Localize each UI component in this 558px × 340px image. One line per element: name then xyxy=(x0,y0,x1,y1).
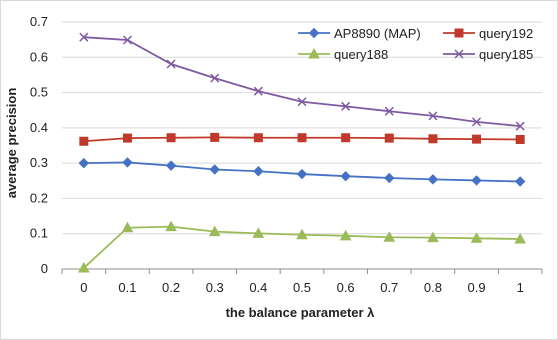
x-tick-label: 0.4 xyxy=(249,280,267,295)
data-point-series-0 xyxy=(296,168,308,180)
y-tick-label: 0.2 xyxy=(30,190,48,205)
data-point-series-1 xyxy=(472,134,482,144)
data-point-series-2 xyxy=(383,231,396,242)
x-tick-label: 1 xyxy=(517,280,524,295)
data-point-series-3 xyxy=(166,59,176,69)
x-tick-label: 0.7 xyxy=(380,280,398,295)
data-point-series-3 xyxy=(122,35,132,45)
data-point-series-3 xyxy=(253,86,263,96)
data-point-series-1 xyxy=(515,135,525,145)
data-point-series-3 xyxy=(297,97,307,107)
data-point-series-0 xyxy=(122,157,133,168)
data-point-series-1 xyxy=(253,133,263,143)
x-tick-label: 0.9 xyxy=(468,280,486,295)
data-point-series-3 xyxy=(472,117,482,127)
x-tick-label: 0.6 xyxy=(337,280,355,295)
legend-marker-shape xyxy=(454,28,464,38)
x-axis-title: the balance parameter λ xyxy=(226,305,376,320)
legend-marker-query192 xyxy=(454,28,464,38)
x-tick-label: 0 xyxy=(80,280,87,295)
y-axis-title: average precision xyxy=(4,88,19,199)
data-point-series-2 xyxy=(296,228,308,240)
legend-label-query192: query192 xyxy=(479,26,533,41)
y-tick-label: 0.7 xyxy=(30,14,48,29)
data-point-series-3 xyxy=(515,121,525,131)
y-tick-label: 0.3 xyxy=(30,155,48,170)
data-point-series-1 xyxy=(384,133,394,143)
y-tick-labels: 0 0.1 0.2 0.3 0.4 0.5 0.6 0.7 xyxy=(30,14,48,276)
data-point-series-0 xyxy=(253,166,264,177)
legend-label-query185: query185 xyxy=(479,47,533,62)
x-tick-labels: 0 0.1 0.2 0.3 0.4 0.5 0.6 0.7 0.8 0.9 1 xyxy=(61,269,543,295)
data-point-series-2 xyxy=(208,225,221,237)
legend-item-query192: query192 xyxy=(443,26,533,41)
data-point-series-3 xyxy=(341,101,351,111)
y-tick-label: 0.6 xyxy=(30,49,48,64)
data-point-series-0 xyxy=(340,170,351,182)
legend-marker-ap8890 xyxy=(308,27,320,39)
legend-marker-shape xyxy=(454,49,464,59)
data-point-series-0 xyxy=(78,157,90,169)
data-point-series-0 xyxy=(514,176,526,187)
data-point-series-0 xyxy=(427,174,439,185)
data-point-series-1 xyxy=(428,134,438,144)
data-point-series-2 xyxy=(252,227,265,238)
data-point-series-1 xyxy=(122,133,132,143)
data-point-series-3 xyxy=(79,32,89,42)
legend-label-ap8890: AP8890 (MAP) xyxy=(334,26,421,41)
data-point-series-1 xyxy=(79,136,89,146)
data-point-series-2 xyxy=(77,261,90,273)
data-point-series-2 xyxy=(514,232,527,244)
data-point-series-2 xyxy=(427,231,439,243)
x-tick-label: 0.5 xyxy=(293,280,311,295)
data-point-series-2 xyxy=(165,220,177,232)
data-point-series-1 xyxy=(341,133,351,143)
legend-marker-shape xyxy=(308,27,320,39)
data-point-series-0 xyxy=(165,160,177,171)
legend-marker-query185 xyxy=(454,49,464,59)
data-point-series-1 xyxy=(166,133,176,143)
legend-item-query188: query188 xyxy=(298,47,388,62)
y-tick-label: 0 xyxy=(41,261,48,276)
x-tick-label: 0.3 xyxy=(206,280,224,295)
data-point-series-2 xyxy=(339,229,352,241)
legend-marker-query188 xyxy=(308,47,320,59)
data-point-series-3 xyxy=(428,111,438,121)
legend: AP8890 (MAP) query192 query188 query185 xyxy=(298,26,533,62)
data-point-series-3 xyxy=(384,106,394,116)
data-point-series-2 xyxy=(121,221,134,233)
data-point-series-2 xyxy=(470,232,483,243)
data-point-series-1 xyxy=(297,133,307,143)
y-tick-label: 0.1 xyxy=(30,226,48,241)
legend-item-ap8890: AP8890 (MAP) xyxy=(298,26,421,41)
x-tick-label: 0.1 xyxy=(118,280,136,295)
legend-item-query185: query185 xyxy=(443,47,533,62)
x-tick-label: 0.8 xyxy=(424,280,442,295)
data-point-series-0 xyxy=(384,172,395,184)
data-point-series-0 xyxy=(209,164,220,175)
x-tick-label: 0.2 xyxy=(162,280,180,295)
series-markers xyxy=(77,32,527,273)
legend-marker-shape xyxy=(308,47,320,59)
y-tick-label: 0.4 xyxy=(30,120,48,135)
data-point-series-0 xyxy=(471,175,482,186)
legend-label-query188: query188 xyxy=(334,47,388,62)
y-tick-label: 0.5 xyxy=(30,85,48,100)
data-point-series-3 xyxy=(210,73,220,83)
data-point-series-1 xyxy=(210,132,220,142)
